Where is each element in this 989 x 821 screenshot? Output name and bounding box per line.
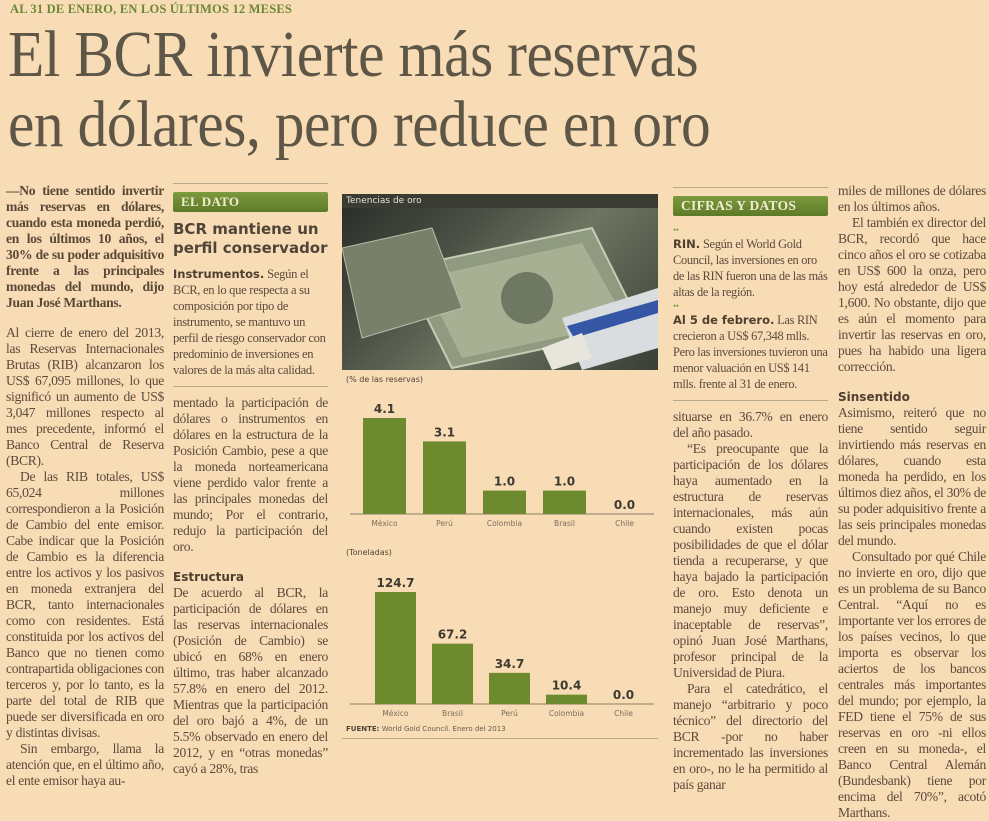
subhead-estructura: Estructura	[173, 570, 244, 584]
data-label: 1.0	[554, 475, 575, 489]
category-label: Colombia	[487, 519, 522, 528]
el-dato-box: EL DATO BCR mantiene un perfil conservad…	[173, 183, 328, 387]
data-label: 34.7	[495, 657, 525, 671]
subhead-sinsentido: Sinsentido	[838, 390, 910, 404]
cifras-header: CIFRAS Y DATOS	[673, 196, 828, 216]
kicker: AL 31 DE ENERO, EN LOS ÚLTIMOS 12 MESES	[10, 2, 293, 16]
cifras-item-text: Las RIN crecieron a US$ 67,348 mlls. Per…	[673, 313, 828, 391]
source-label: FUENTE:	[346, 725, 380, 733]
data-label: 67.2	[438, 628, 468, 642]
bar-colombia	[483, 490, 526, 514]
paragraph: Consultado por qué Chile no invierte en …	[838, 549, 986, 820]
paragraph: miles de millones de dólares en los últi…	[838, 183, 986, 214]
graphic-title: Tenencias de oro	[342, 194, 658, 208]
category-label: Perú	[436, 519, 453, 528]
category-label: México	[382, 709, 409, 718]
cifras-box: CIFRAS Y DATOS •• RIN. Según el World Go…	[673, 187, 828, 401]
divider	[342, 738, 658, 739]
paragraph: Para el catedrático, el manejo “arbitrar…	[673, 681, 828, 792]
bar-brasil	[543, 490, 586, 514]
source-note: FUENTE: World Gold Council. Enero del 20…	[346, 725, 506, 733]
el-dato-header: EL DATO	[173, 192, 328, 212]
bar-méxico	[363, 418, 406, 514]
dollar-bills-illustration	[342, 226, 658, 370]
bar-brasil	[432, 643, 473, 704]
data-label: 124.7	[377, 576, 415, 590]
paragraph: situarse en 36.7% en enero del año pasad…	[673, 409, 828, 440]
paragraph: De las RIB totales, US$ 65,024 millones …	[6, 469, 164, 740]
paragraph: “Es preocupante que la participación de …	[673, 441, 828, 680]
dollar-bills-photo	[342, 208, 658, 370]
bullet-icon: ••	[673, 225, 679, 235]
column-4: situarse en 36.7% en enero del año pasad…	[673, 409, 828, 793]
data-label: 3.1	[434, 425, 455, 439]
chart-1-title: (% de las reservas)	[346, 375, 423, 384]
paragraph: De acuerdo al BCR, la participación de d…	[173, 585, 328, 776]
el-dato-text: Según el BCR, en lo que respecta a su co…	[173, 267, 326, 377]
column-4-stack: CIFRAS Y DATOS •• RIN. Según el World Go…	[673, 187, 828, 793]
paragraph: El también ex director del BCR, recordó …	[838, 215, 986, 374]
paragraph: Al cierre de enero del 2013, las Reserva…	[6, 325, 164, 468]
category-label: Brasil	[442, 709, 463, 718]
column-2: mentado la participación de dólares o in…	[173, 395, 328, 777]
category-label: Chile	[615, 519, 634, 528]
chart-gold-percent-reserves: 4.1 México 3.1 Perú 1.0 Colombia 1.0 Brasil 0.0 C…	[350, 402, 654, 528]
data-label: 4.1	[374, 402, 395, 416]
headline: El BCR invierte más reservas en dólares,…	[8, 18, 711, 161]
column-1: —No tiene sentido invertir más reservas …	[6, 183, 164, 789]
category-label: Colombia	[549, 709, 584, 718]
paragraph: Asimismo, reiteró que no tiene sentido s…	[838, 405, 986, 548]
category-label: México	[371, 519, 398, 528]
bar-colombia	[546, 694, 587, 704]
bullet-icon: ••	[673, 301, 679, 311]
category-label: Chile	[614, 709, 633, 718]
lead-paragraph: —No tiene sentido invertir más reservas …	[6, 183, 164, 310]
chart-2-title: (Toneladas)	[346, 548, 392, 557]
data-label: 0.0	[614, 498, 635, 512]
data-label: 1.0	[494, 475, 515, 489]
cifras-item-lead: Al 5 de febrero.	[673, 313, 775, 327]
category-label: Perú	[501, 709, 518, 718]
column-5: miles de millones de dólares en los últi…	[838, 183, 986, 821]
el-dato-lead: Instrumentos.	[173, 267, 265, 281]
paragraph: Sin embargo, llama la atención que, en e…	[6, 741, 164, 788]
headline-line-1: El BCR invierte más reservas	[8, 18, 699, 91]
bar-perú	[423, 441, 466, 514]
data-label: 10.4	[552, 679, 582, 693]
bar-perú	[489, 672, 530, 704]
data-label: 0.0	[613, 688, 634, 702]
source-text: World Gold Council. Enero del 2013	[381, 725, 506, 733]
paragraph: mentado la participación de dólares o in…	[173, 395, 328, 554]
bar-méxico	[375, 592, 416, 704]
chart-gold-tonnes: 124.7 México 67.2 Brasil 34.7 Perú 10.4 Colombi…	[350, 576, 654, 718]
category-label: Brasil	[554, 519, 575, 528]
cifras-item-text: Según el World Gold Council, las inversi…	[673, 237, 828, 299]
column-2-stack: EL DATO BCR mantiene un perfil conservad…	[173, 183, 328, 777]
el-dato-title: BCR mantiene un perfil conservador	[173, 220, 328, 257]
cifras-item-lead: RIN.	[673, 237, 701, 251]
headline-line-2: en dólares, pero reduce en oro	[8, 88, 711, 161]
